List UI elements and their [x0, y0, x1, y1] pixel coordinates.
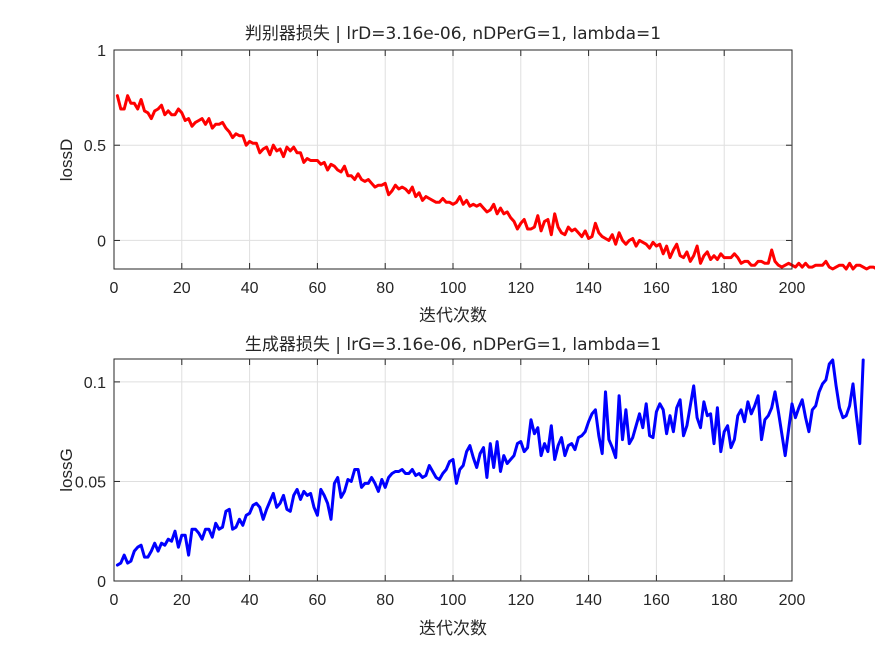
lossD-series [115, 94, 875, 271]
lossG-x-axis-label: 迭代次数 [419, 619, 487, 639]
lossD-x-tick-label: 40 [241, 280, 259, 297]
lossG-x-tick-label: 200 [779, 592, 806, 609]
lossD-x-tick-label: 100 [440, 280, 467, 297]
lossG-series [115, 358, 865, 567]
lossD-x-tick-label: 160 [643, 280, 670, 297]
lossG-x-tick-label: 40 [241, 592, 259, 609]
lossG-x-tick-label: 20 [173, 592, 191, 609]
lossG-line [115, 358, 865, 567]
lossD-title: 判别器损失 | lrD=3.16e-06, nDPerG=1, lambda=1 [245, 24, 661, 44]
lossG-y-tick-label: 0.05 [75, 474, 106, 491]
lossD-x-tick-label: 180 [711, 280, 738, 297]
lossG-chart: 0 20 40 60 80 100 120 140 160 180 200 0 0.05 0.1 生成器损… [57, 335, 865, 639]
lossD-ticks: 0 20 40 60 80 100 120 140 160 180 200 0 0.5 1 [84, 43, 806, 297]
lossG-x-tick-label: 80 [376, 592, 394, 609]
lossD-x-tick-label: 80 [376, 280, 394, 297]
lossD-x-tick-label: 20 [173, 280, 191, 297]
lossD-x-tick-label: 120 [507, 280, 534, 297]
lossG-x-tick-label: 0 [110, 592, 119, 609]
lossG-y-axis-label: lossG [57, 448, 76, 491]
lossD-y-tick-label: 1 [97, 43, 106, 60]
lossG-x-tick-label: 140 [575, 592, 602, 609]
lossD-x-tick-label: 0 [110, 280, 119, 297]
lossG-x-tick-label: 60 [309, 592, 327, 609]
lossD-x-tick-label: 200 [779, 280, 806, 297]
lossD-x-axis-label: 迭代次数 [419, 306, 487, 326]
lossD-x-tick-label: 140 [575, 280, 602, 297]
lossD-y-tick-label: 0 [97, 233, 106, 250]
lossG-x-tick-label: 120 [507, 592, 534, 609]
lossG-title: 生成器损失 | lrG=3.16e-06, nDPerG=1, lambda=1 [245, 335, 661, 355]
lossD-grid [114, 50, 792, 269]
lossG-x-tick-label: 160 [643, 592, 670, 609]
lossD-line [115, 94, 875, 271]
lossG-y-tick-label: 0.1 [84, 375, 106, 392]
lossG-x-tick-label: 180 [711, 592, 738, 609]
lossD-y-axis-label: lossD [57, 139, 76, 182]
lossG-y-tick-label: 0 [97, 574, 106, 591]
lossD-chart: 0 20 40 60 80 100 120 140 160 180 200 0 0.5 1 判别器损失 |… [57, 24, 875, 326]
lossG-ticks: 0 20 40 60 80 100 120 140 160 180 200 0 0.05 0.1 [75, 359, 806, 609]
lossD-y-tick-label: 0.5 [84, 138, 106, 155]
lossD-x-tick-label: 60 [309, 280, 327, 297]
lossG-x-tick-label: 100 [440, 592, 467, 609]
